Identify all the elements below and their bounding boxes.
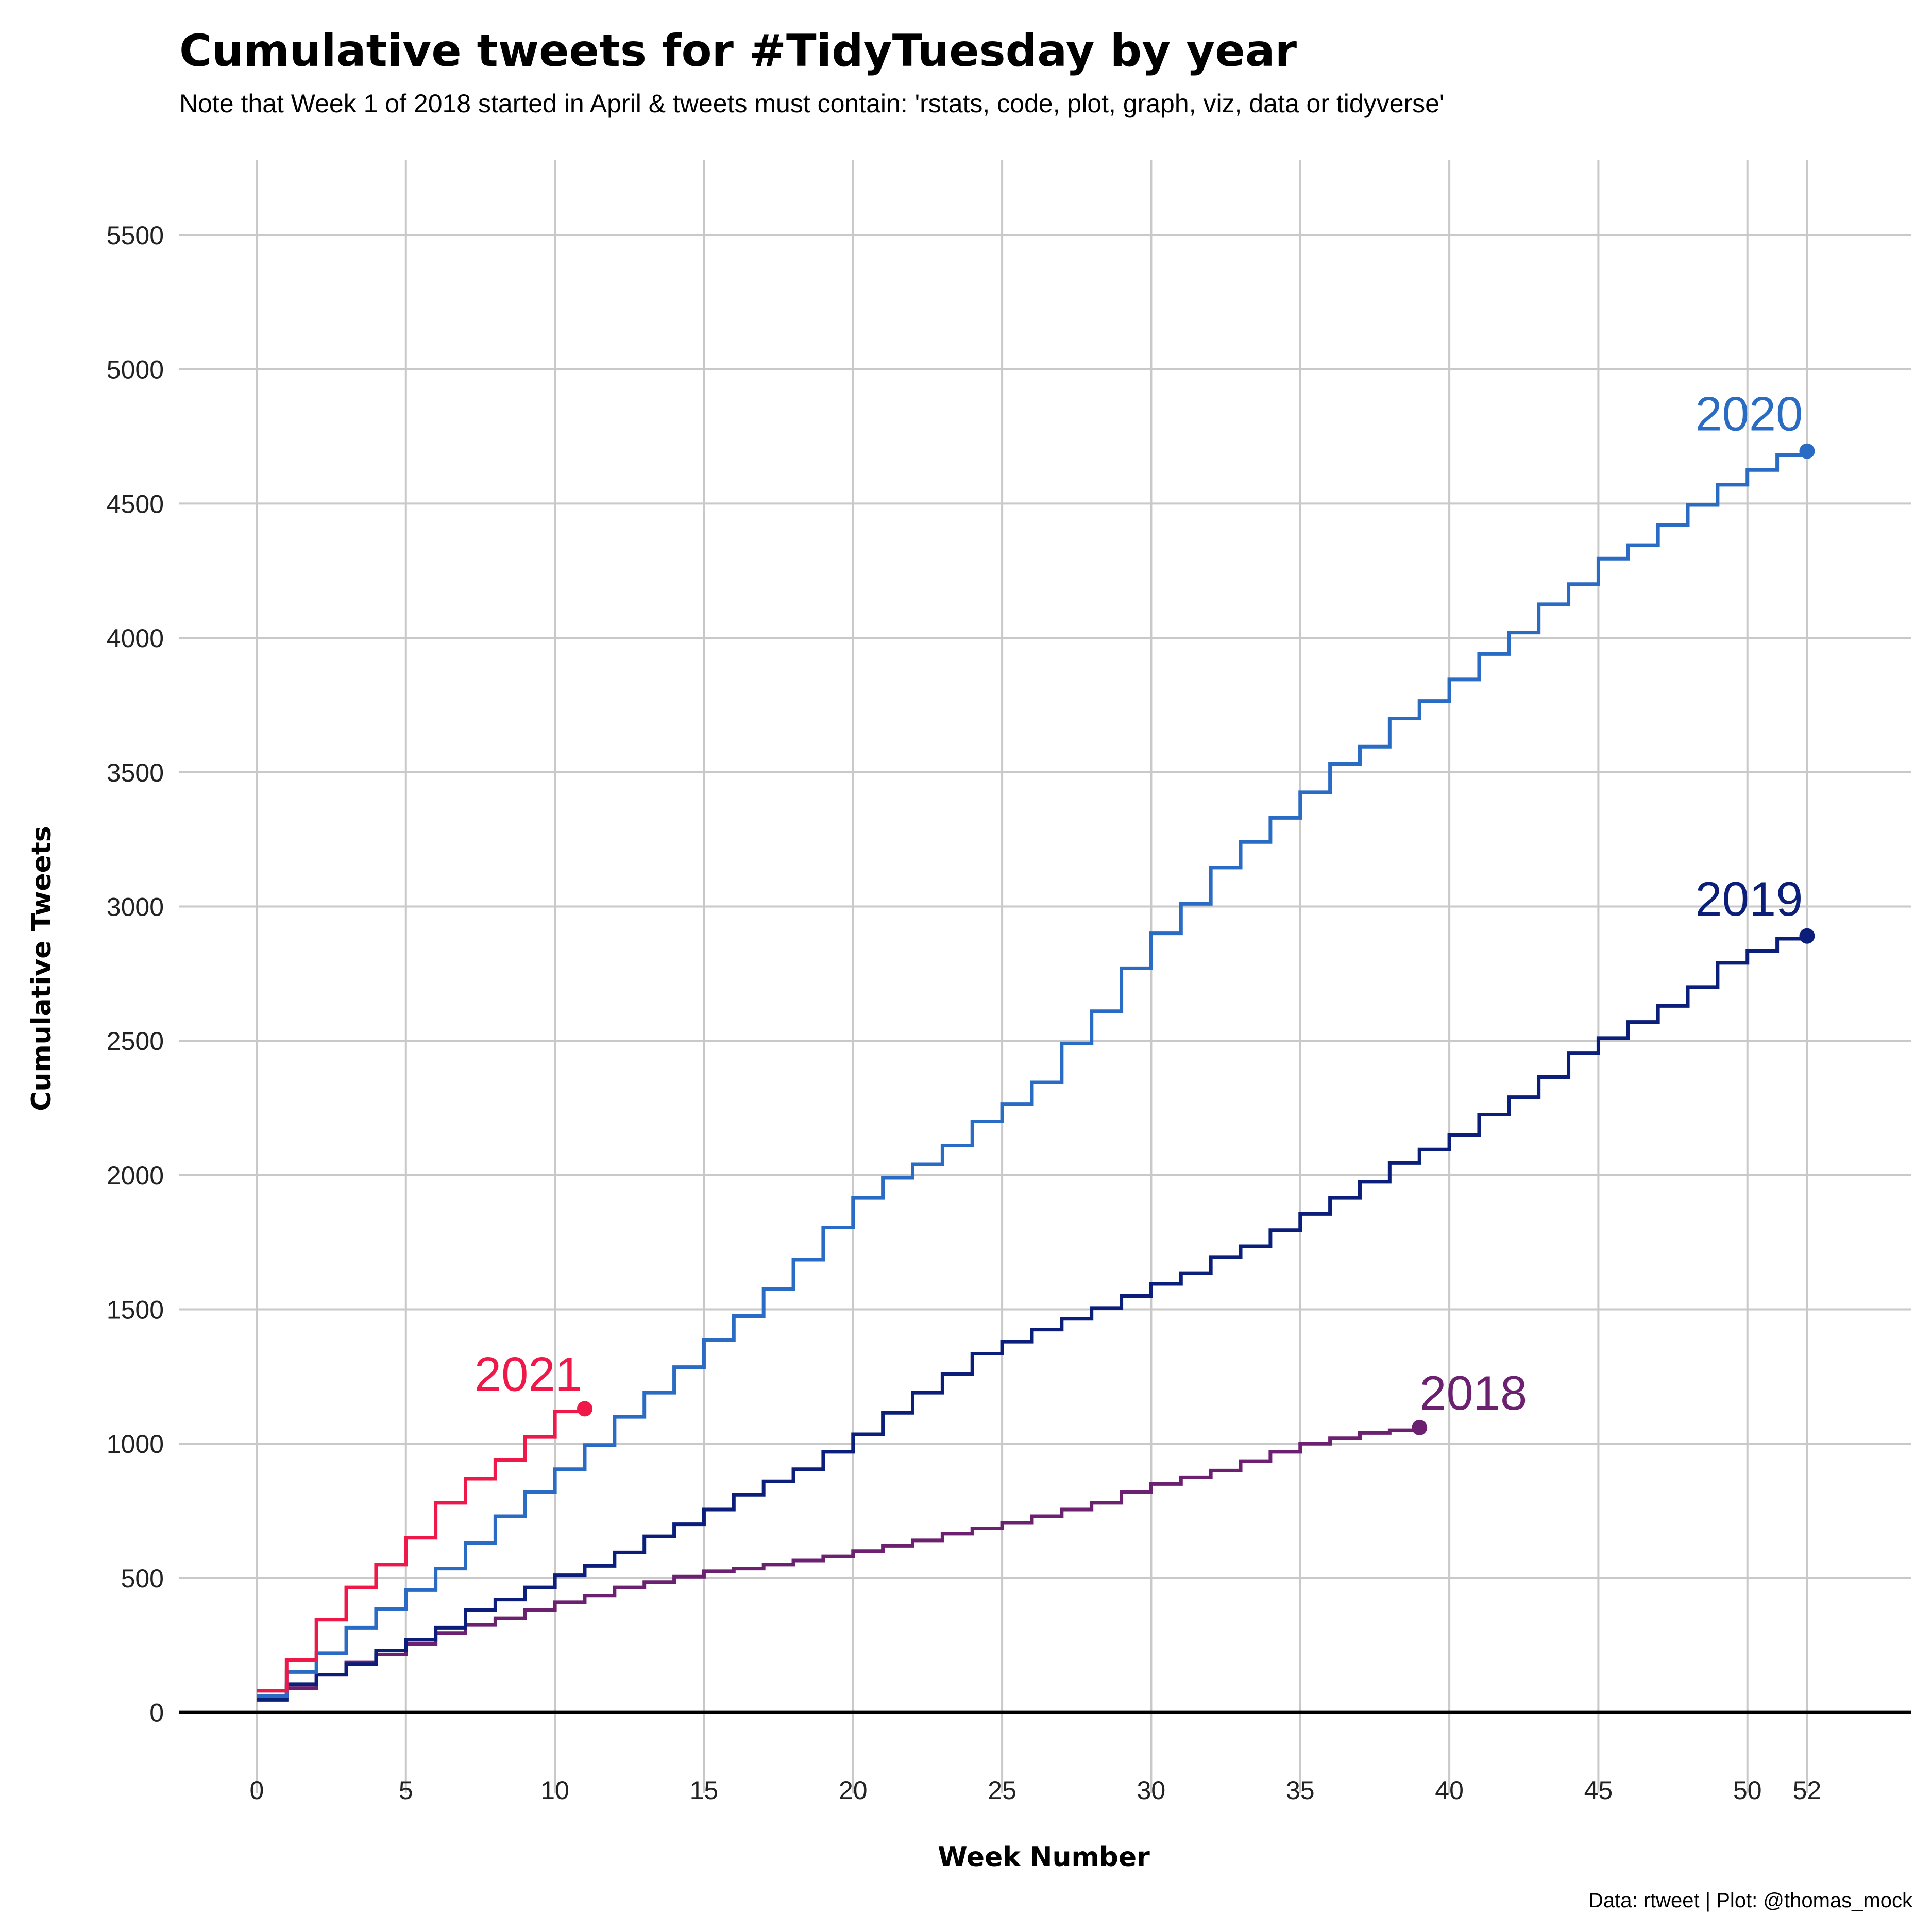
series-end-label-2020: 2020 bbox=[1695, 387, 1803, 441]
x-tick-label: 50 bbox=[1733, 1776, 1762, 1805]
chart-subtitle: Note that Week 1 of 2018 started in Apri… bbox=[179, 89, 1445, 118]
y-tick-label: 4500 bbox=[107, 489, 164, 518]
y-tick-label: 1500 bbox=[107, 1296, 164, 1325]
series-end-label-2021: 2021 bbox=[474, 1347, 582, 1401]
y-tick-label: 2500 bbox=[107, 1027, 164, 1056]
y-tick-label: 5500 bbox=[107, 221, 164, 250]
y-tick-label: 3500 bbox=[107, 758, 164, 787]
series-line-2021 bbox=[257, 1409, 587, 1693]
x-tick-label: 30 bbox=[1137, 1776, 1166, 1805]
tick-labels: 0500100015002000250030003500400045005000… bbox=[107, 221, 1822, 1805]
series-endpoint-2020 bbox=[1799, 443, 1815, 459]
y-tick-label: 500 bbox=[121, 1564, 164, 1593]
x-tick-label: 52 bbox=[1793, 1776, 1822, 1805]
series-endpoint-2019 bbox=[1799, 928, 1815, 944]
y-tick-label: 0 bbox=[149, 1699, 164, 1727]
series-end-label-2018: 2018 bbox=[1419, 1366, 1527, 1420]
y-tick-label: 2000 bbox=[107, 1161, 164, 1190]
y-tick-label: 3000 bbox=[107, 892, 164, 921]
x-tick-label: 10 bbox=[540, 1776, 569, 1805]
y-tick-label: 4000 bbox=[107, 624, 164, 653]
y-tick-label: 5000 bbox=[107, 355, 164, 384]
series-line-2020 bbox=[257, 451, 1809, 1698]
series-end-label-2019: 2019 bbox=[1695, 872, 1803, 926]
series-endpoint-2021 bbox=[577, 1401, 592, 1417]
grid bbox=[179, 160, 1911, 1793]
y-tick-label: 1000 bbox=[107, 1430, 164, 1459]
x-tick-label: 45 bbox=[1584, 1776, 1613, 1805]
x-tick-label: 25 bbox=[988, 1776, 1016, 1805]
series-endpoint-2018 bbox=[1412, 1419, 1428, 1435]
y-axis-title: Cumulative Tweets bbox=[26, 826, 57, 1111]
chart-caption: Data: rtweet | Plot: @thomas_mock bbox=[1588, 1889, 1913, 1912]
x-tick-label: 20 bbox=[839, 1776, 868, 1805]
series-layer: 2018 2019 2020 2021 bbox=[257, 387, 1815, 1702]
x-tick-label: 5 bbox=[399, 1776, 413, 1805]
series-line-2019 bbox=[257, 936, 1809, 1701]
x-tick-label: 0 bbox=[250, 1776, 264, 1805]
x-axis-title: Week Number bbox=[938, 1842, 1150, 1873]
chart-title: Cumulative tweets for #TidyTuesday by ye… bbox=[179, 25, 1297, 77]
x-tick-label: 40 bbox=[1435, 1776, 1464, 1805]
x-tick-label: 15 bbox=[690, 1776, 719, 1805]
x-tick-label: 35 bbox=[1286, 1776, 1315, 1805]
series-line-2018 bbox=[257, 1427, 1421, 1702]
